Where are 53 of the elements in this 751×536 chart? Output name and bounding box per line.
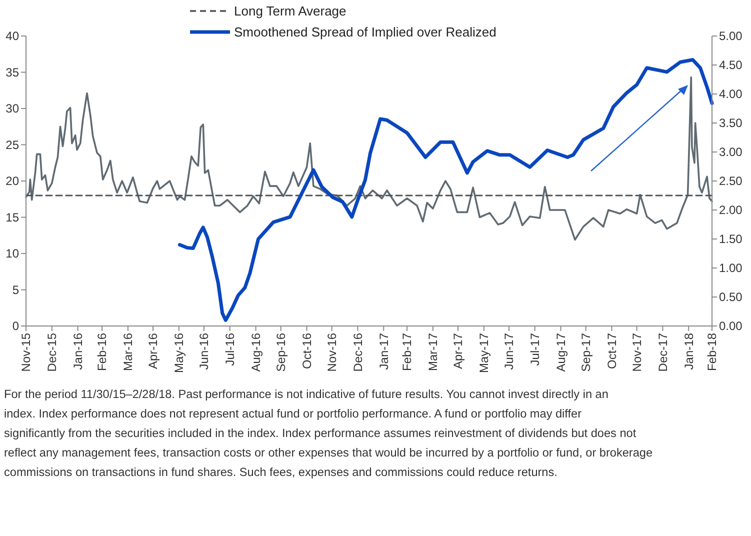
- x-tick-label: Jan-18: [682, 332, 696, 370]
- y-tick-label: 15: [6, 210, 20, 224]
- x-tick-label: Sep-16: [274, 332, 288, 372]
- x-tick-label: Feb-16: [95, 332, 110, 372]
- y-tick-label: 35: [6, 65, 20, 80]
- x-tick-label: Dec-16: [350, 332, 365, 372]
- x-tick-label: Mar-16: [121, 332, 136, 372]
- x-tick-label: Dec-15: [45, 332, 60, 372]
- x-tick-label: Nov-15: [19, 332, 34, 372]
- text: For the period 11/30/15–2/28/18. Past performance is not indicative of future results. You cannot invest directly in an index. Index performance does not represent actual fund or portfolio performance. A fund or portfolio may differ significantly from the securities included in the index. Index performance assumes reinvestment of dividends but does not reflect any management fees, transaction costs or other expenses that would be incurred by a portfolio or fund, or brokerage commissions on transactions in fund shares. Such fees, expenses and commissions could reduce returns.: [4, 387, 653, 479]
- x-tick-label: Apr-16: [146, 332, 160, 370]
- y2-tick-label: 0.50: [719, 290, 743, 304]
- legend-label: Long Term Average: [234, 4, 346, 19]
- y-tick-label: 10: [6, 246, 20, 261]
- x-tick-label: Jul-17: [528, 332, 542, 366]
- x-tick-label: Jan-16: [71, 332, 86, 370]
- y2-tick-label: 4.50: [719, 58, 743, 72]
- y2-tick-label: 1.50: [719, 232, 743, 246]
- x-tick-label: Aug-16: [248, 332, 263, 372]
- x-tick-label: Aug-17: [554, 332, 568, 372]
- x-tick-label: Jun-17: [502, 332, 516, 370]
- line-series: [25, 76, 713, 241]
- x-tick-label: Oct-16: [300, 332, 314, 370]
- y2-tick-label: 3.50: [719, 116, 743, 130]
- y2-tick-label: 1.00: [719, 261, 743, 276]
- x-tick-label: Apr-17: [451, 332, 466, 370]
- y2-tick-label: 0.00: [719, 319, 743, 334]
- y-tick-label: 30: [6, 102, 20, 116]
- x-tick-label: Nov-17: [630, 332, 644, 372]
- y-tick-label: 5: [12, 282, 20, 297]
- x-tick-label: May-16: [172, 332, 186, 374]
- x-tick-label: Oct-17: [604, 332, 619, 370]
- x-tick-label: Mar-17: [426, 332, 440, 372]
- x-tick-label: May-17: [477, 332, 492, 374]
- x-tick-label: Sep-17: [579, 332, 594, 372]
- y2-tick-label: 2.50: [719, 174, 743, 188]
- line-series: [178, 58, 714, 322]
- x-tick-label: Jul-16: [223, 332, 238, 366]
- x-tick-label: Feb-17: [400, 332, 414, 372]
- x-tick-label: Jan-17: [376, 332, 391, 370]
- x-tick-label: Nov-16: [325, 332, 340, 372]
- x-tick-label: Dec-17: [656, 332, 670, 372]
- y2-tick-label: 4.00: [719, 87, 743, 102]
- x-tick-label: Jun-16: [197, 332, 212, 370]
- y-tick-label: 25: [6, 138, 20, 152]
- y-tick-label: 20: [6, 174, 20, 188]
- y2-tick-label: 5.00: [719, 29, 743, 44]
- x-tick-label: Feb-18: [705, 332, 720, 372]
- y-tick-label: 40: [6, 29, 20, 44]
- legend-label: Smoothened Spread of Implied over Realized: [234, 24, 496, 40]
- y-tick-label: 0: [12, 319, 20, 334]
- y2-tick-label: 3.00: [719, 145, 743, 160]
- y2-tick-label: 2.00: [719, 203, 743, 218]
